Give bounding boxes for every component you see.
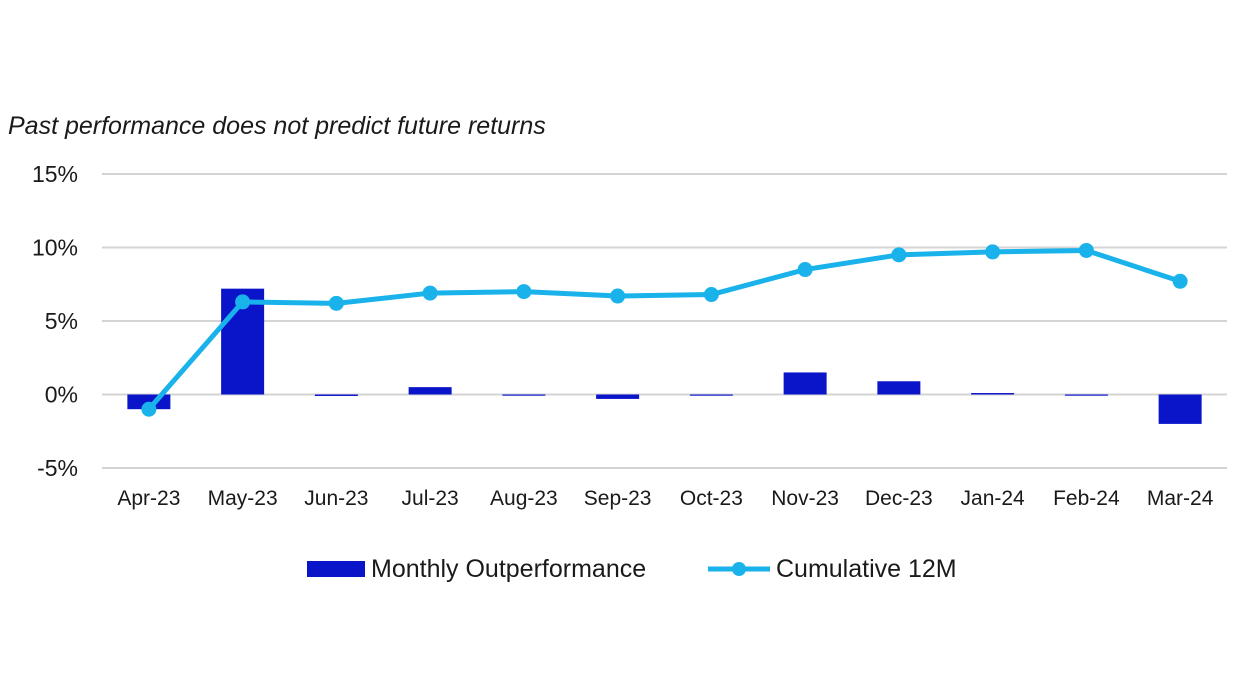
legend-label-cumulative: Cumulative 12M (776, 554, 957, 583)
x-tick-label: Jan-24 (961, 487, 1026, 510)
point-cumulative-12m (516, 284, 532, 300)
point-cumulative-12m (328, 295, 344, 311)
point-cumulative-12m (422, 285, 438, 301)
y-tick-label: 10% (32, 235, 78, 261)
point-cumulative-12m (141, 401, 157, 417)
x-tick-label: Jul-23 (402, 487, 459, 510)
bar-monthly-outperformance (971, 393, 1015, 395)
y-tick-label: 5% (45, 308, 78, 334)
bar-monthly-outperformance (502, 394, 546, 396)
point-cumulative-12m (797, 262, 813, 278)
y-tick-label: 0% (45, 382, 78, 408)
x-tick-label: Aug-23 (490, 487, 558, 510)
bar-monthly-outperformance (783, 372, 827, 395)
bar-monthly-outperformance (1158, 394, 1202, 424)
x-tick-label: Jun-23 (304, 487, 368, 510)
point-cumulative-12m (235, 294, 251, 310)
legend-bar-swatch (307, 561, 365, 577)
x-tick-label: Apr-23 (117, 487, 180, 510)
cumulative-12m-line (141, 242, 1188, 417)
x-tick-label: Oct-23 (680, 487, 743, 510)
chart-subtitle: Past performance does not predict future… (8, 112, 546, 140)
point-cumulative-12m (703, 287, 719, 303)
point-cumulative-12m (1172, 273, 1188, 289)
bar-monthly-outperformance (596, 394, 640, 399)
legend-item-monthly: Monthly Outperformance (307, 552, 646, 586)
x-axis-tick-labels: Apr-23 May-23 Jun-23 Jul-23 Aug-23 Sep-23 Oct-… (117, 487, 1213, 510)
y-axis-tick-labels: 15% 10% 5% 0% -5% (32, 161, 78, 481)
legend-line-swatch (708, 562, 770, 576)
y-tick-label: -5% (37, 455, 78, 481)
point-cumulative-12m (1078, 242, 1094, 258)
grid-lines (102, 173, 1227, 469)
x-tick-label: May-23 (208, 487, 278, 510)
bar-monthly-outperformance (689, 394, 733, 396)
x-tick-label: Feb-24 (1053, 487, 1120, 510)
point-cumulative-12m (985, 244, 1001, 260)
bar-monthly-outperformance (1064, 394, 1108, 396)
bar-monthly-outperformance (408, 387, 452, 395)
point-cumulative-12m (610, 288, 626, 304)
point-cumulative-12m (891, 247, 907, 263)
x-tick-label: Sep-23 (584, 487, 652, 510)
x-tick-label: Dec-23 (865, 487, 933, 510)
legend-item-cumulative: Cumulative 12M (708, 552, 957, 586)
line-cumulative-12m (146, 247, 1181, 411)
y-tick-label: 15% (32, 161, 78, 187)
bar-monthly-outperformance (314, 394, 358, 396)
legend-label-monthly: Monthly Outperformance (371, 554, 647, 583)
bar-monthly-outperformance (877, 381, 921, 395)
x-tick-label: Mar-24 (1147, 487, 1214, 510)
chart-legend: Monthly Outperformance Cumulative 12M (0, 552, 1248, 586)
x-tick-label: Nov-23 (771, 487, 839, 510)
monthly-outperformance-bars (127, 288, 1202, 424)
